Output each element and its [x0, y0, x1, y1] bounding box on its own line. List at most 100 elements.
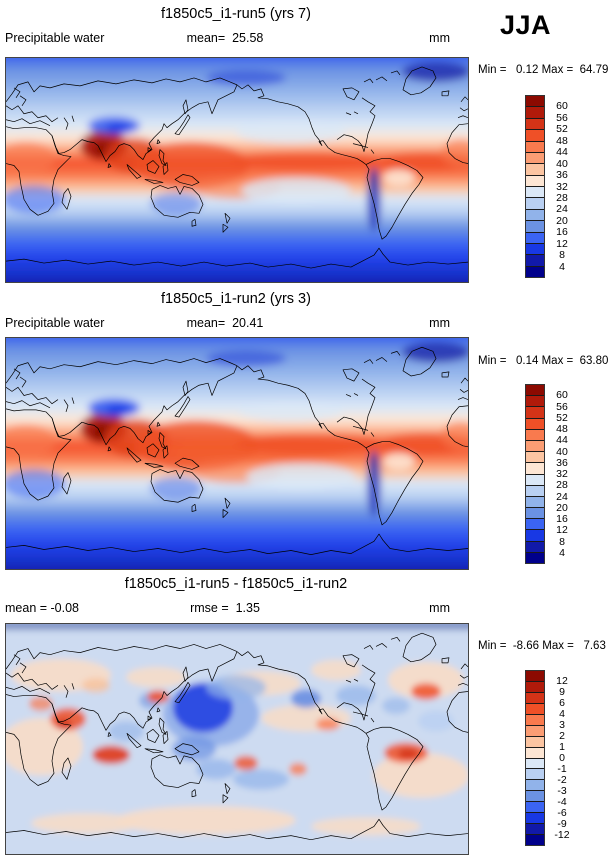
colorbar-tick-label: 36 — [556, 456, 568, 469]
map-difference-svg — [6, 624, 468, 854]
colorbar-tick-label: -9 — [557, 817, 567, 830]
colorbar-segment — [526, 231, 544, 243]
panel1-colorbar-ticks: 60 56 52 48 44 40 36 32 28 24 20 16 12 8 4 — [550, 95, 574, 278]
colorbar-tick-label: 20 — [556, 214, 568, 227]
season-label: JJA — [500, 10, 552, 40]
colorbar-tick-label: 12 — [556, 237, 568, 250]
field-fill-run2 — [6, 338, 468, 569]
panel3-units-label: mm — [429, 601, 450, 615]
colorbar-segment — [526, 106, 544, 118]
panel3-colorbar-ticks: 12 9 6 4 3 2 1 0 -1 -2 -3 -4 -6 -9 -12 — [550, 670, 574, 846]
panel3-mean-value: mean = -0.08 — [5, 601, 80, 615]
colorbar-tick-label: -1 — [557, 762, 567, 775]
field-fill-run5 — [6, 58, 468, 282]
colorbar-tick-label: 44 — [556, 434, 568, 446]
colorbar-tick-label: 16 — [556, 226, 568, 238]
colorbar-tick-label: 52 — [556, 123, 568, 136]
colorbar-segment — [526, 801, 544, 813]
map-run2-svg — [6, 338, 468, 569]
colorbar-tick-label: 0 — [559, 751, 565, 764]
colorbar-segment — [526, 671, 544, 681]
colorbar-tick-label: 12 — [556, 524, 568, 536]
colorbar-segment — [526, 518, 544, 530]
panel1-colorbar — [525, 95, 545, 278]
colorbar-tick-label: 16 — [556, 512, 568, 525]
colorbar-segment — [526, 790, 544, 802]
colorbar-tick-label: 44 — [556, 145, 568, 158]
colorbar-tick-label: 9 — [559, 685, 565, 698]
panel3-minmax: Min = -8.66 Max = 7.63 — [478, 640, 606, 652]
colorbar-segment — [526, 484, 544, 496]
colorbar-segment — [526, 746, 544, 758]
colorbar-segment — [526, 779, 544, 791]
colorbar-tick-label: -4 — [557, 795, 567, 808]
map-difference — [5, 623, 469, 855]
field-fill-difference — [6, 624, 468, 854]
colorbar-tick-label: 56 — [556, 111, 568, 124]
colorbar-tick-label: 32 — [556, 180, 568, 193]
map-run5 — [5, 57, 469, 283]
colorbar-segment — [526, 551, 544, 563]
colorbar-segment — [526, 473, 544, 485]
colorbar-segment — [526, 691, 544, 703]
colorbar-tick-label: 60 — [556, 389, 568, 401]
colorbar-segment — [526, 507, 544, 519]
colorbar-segment — [526, 812, 544, 824]
colorbar-tick-label: 1 — [559, 740, 565, 753]
colorbar-tick-label: 32 — [556, 467, 568, 480]
panel2-colorbar-ticks: 60 56 52 48 44 40 36 32 28 24 20 16 12 8 4 — [550, 384, 574, 564]
colorbar-tick-label: 48 — [556, 134, 568, 147]
colorbar-segment — [526, 385, 544, 396]
colorbar-tick-label: 6 — [559, 696, 565, 709]
colorbar-segment — [526, 462, 544, 474]
colorbar-segment — [526, 834, 544, 845]
colorbar-segment — [526, 129, 544, 141]
colorbar-tick-label: 20 — [556, 501, 568, 514]
panel3-colorbar — [525, 670, 545, 846]
colorbar-tick-label: 52 — [556, 411, 568, 424]
colorbar-segment — [526, 713, 544, 725]
colorbar-segment — [526, 242, 544, 255]
colorbar-segment — [526, 680, 544, 692]
colorbar-tick-label: 28 — [556, 479, 568, 491]
colorbar-tick-label: 2 — [559, 729, 565, 742]
colorbar-segment — [526, 451, 544, 463]
panel2-colorbar — [525, 384, 545, 564]
panel3-title: f1850c5_i1-run5 - f1850c5_i1-run2 — [124, 576, 348, 592]
map-run2 — [5, 337, 469, 570]
colorbar-tick-label: 28 — [556, 191, 568, 204]
colorbar-segment — [526, 117, 544, 130]
colorbar-segment — [526, 140, 544, 152]
colorbar-segment — [526, 174, 544, 186]
colorbar-tick-label: 8 — [559, 535, 565, 548]
colorbar-segment — [526, 428, 544, 440]
panel2-units-label: mm — [429, 316, 450, 330]
panel1-units-label: mm — [429, 31, 450, 45]
colorbar-segment — [526, 186, 544, 198]
panel1-mean-value: mean= 25.58 — [186, 31, 264, 45]
colorbar-tick-label: -12 — [554, 828, 570, 841]
colorbar-segment — [526, 163, 544, 175]
colorbar-tick-label: 56 — [556, 400, 568, 413]
colorbar-tick-label: 24 — [556, 203, 568, 216]
panel2-variable-label: Precipitable water — [5, 316, 105, 330]
colorbar-segment — [526, 529, 544, 541]
panel3-rmse-value: rmse = 1.35 — [190, 601, 260, 615]
colorbar-segment — [526, 735, 544, 747]
panel1-minmax: Min = 0.12 Max = 64.79 — [478, 64, 609, 76]
panel2-mean-value: mean= 20.41 — [186, 316, 264, 330]
colorbar-tick-label: 48 — [556, 422, 568, 435]
colorbar-segment — [526, 96, 544, 107]
colorbar-tick-label: -6 — [557, 806, 567, 819]
colorbar-segment — [526, 757, 544, 769]
colorbar-segment — [526, 395, 544, 407]
colorbar-tick-label: 4 — [559, 707, 565, 720]
colorbar-tick-label: 8 — [559, 248, 565, 261]
colorbar-segment — [526, 208, 544, 221]
colorbar-segment — [526, 151, 544, 164]
colorbar-tick-label: -2 — [557, 773, 567, 786]
panel2-minmax: Min = 0.14 Max = 63.80 — [478, 355, 609, 367]
colorbar-tick-label: 12 — [556, 674, 568, 687]
colorbar-tick-label: -3 — [557, 784, 567, 797]
